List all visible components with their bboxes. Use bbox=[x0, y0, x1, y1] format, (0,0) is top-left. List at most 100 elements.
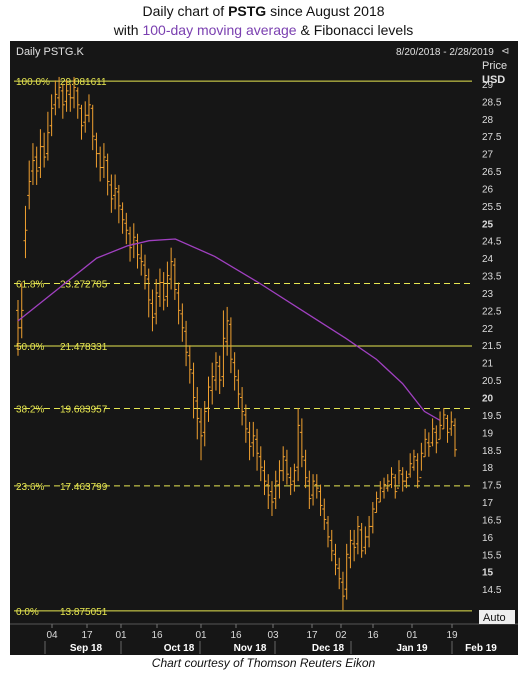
price-bar bbox=[269, 481, 274, 516]
ytick-label: 23.5 bbox=[482, 272, 502, 283]
price-bar bbox=[240, 387, 245, 426]
fib-level-value: 13.875051 bbox=[60, 607, 108, 618]
price-bar bbox=[281, 446, 286, 482]
price-bar bbox=[101, 143, 106, 178]
xtick-month-label: Sep 18 bbox=[70, 643, 103, 654]
ytick-label: 17 bbox=[482, 498, 494, 509]
price-bar bbox=[340, 571, 345, 611]
date-range-label: 8/20/2018 - 2/28/2019 bbox=[396, 47, 494, 58]
ytick-label: 26.5 bbox=[482, 167, 502, 178]
xtick-day-label: 02 bbox=[335, 630, 347, 641]
price-bar bbox=[161, 272, 166, 311]
ytick-label: 14.5 bbox=[482, 585, 502, 596]
yaxis-unit: USD bbox=[482, 74, 505, 86]
chart-title: Daily chart of PSTG since August 2018 wi… bbox=[0, 2, 527, 40]
fib-level-pct: 38.2% bbox=[16, 405, 44, 416]
xtick-day-label: 16 bbox=[367, 630, 379, 641]
price-bar bbox=[49, 94, 54, 137]
fib-level-pct: 50.0% bbox=[16, 342, 44, 353]
fib-level-value: 23.272705 bbox=[60, 279, 108, 290]
price-bar bbox=[396, 460, 401, 489]
fib-level-pct: 100.0% bbox=[16, 77, 50, 88]
fib-level-pct: 23.6% bbox=[16, 482, 44, 493]
chart-panel[interactable]: Daily PSTG.K 8/20/2018 - 2/28/2019 ⊲ Pri… bbox=[10, 41, 518, 655]
price-bar bbox=[378, 481, 383, 503]
price-bar bbox=[408, 453, 413, 478]
moving-average-line bbox=[17, 238, 441, 421]
xtick-day-label: 01 bbox=[406, 630, 418, 641]
yaxis-title: Price bbox=[482, 60, 507, 72]
price-bar bbox=[359, 522, 364, 558]
price-bar bbox=[202, 400, 207, 447]
price-bar bbox=[210, 362, 215, 405]
price-bar bbox=[57, 76, 62, 109]
price-bar bbox=[228, 317, 233, 374]
ytick-label: 18 bbox=[482, 463, 494, 474]
ytick-label: 20 bbox=[482, 394, 494, 405]
price-bar bbox=[98, 146, 103, 182]
xtick-day-label: 17 bbox=[81, 630, 93, 641]
ytick-label: 21 bbox=[482, 359, 494, 370]
fib-level-pct: 61.8% bbox=[16, 279, 44, 290]
ticker-symbol: PSTG bbox=[228, 3, 267, 19]
auto-scale-label[interactable]: Auto bbox=[483, 612, 506, 624]
price-bar bbox=[83, 101, 88, 133]
price-chart-svg[interactable]: Daily PSTG.K 8/20/2018 - 2/28/2019 ⊲ Pri… bbox=[10, 41, 518, 655]
price-bar bbox=[53, 80, 58, 116]
price-bar bbox=[247, 421, 252, 461]
price-bar bbox=[232, 352, 237, 391]
price-bar bbox=[352, 529, 357, 562]
xtick-month-label: Feb 19 bbox=[465, 643, 497, 654]
price-bar bbox=[184, 320, 189, 367]
chart-caption: Chart courtesy of Thomson Reuters Eikon bbox=[151, 656, 376, 670]
price-bar bbox=[146, 268, 151, 318]
price-bar bbox=[30, 143, 35, 185]
price-bar bbox=[90, 104, 95, 151]
price-bar bbox=[393, 474, 398, 499]
ytick-label: 25.5 bbox=[482, 202, 502, 213]
price-bar bbox=[292, 463, 297, 492]
price-bar bbox=[142, 254, 147, 290]
price-bar bbox=[68, 83, 73, 112]
xtick-day-label: 01 bbox=[195, 630, 207, 641]
ytick-label: 28.5 bbox=[482, 97, 502, 108]
price-bar bbox=[288, 467, 293, 496]
fib-level-value: 17.463799 bbox=[60, 482, 108, 493]
price-bar bbox=[355, 515, 360, 555]
price-bar bbox=[16, 299, 20, 356]
fib-level-value: 21.478331 bbox=[60, 342, 108, 353]
price-bar bbox=[113, 174, 118, 210]
moving-average-label: 100-day moving average bbox=[142, 22, 297, 38]
price-bar bbox=[180, 303, 185, 342]
xtick-day-label: 19 bbox=[446, 630, 458, 641]
xtick-month-label: Jan 19 bbox=[396, 643, 428, 654]
price-bar bbox=[105, 153, 110, 196]
price-bar bbox=[307, 470, 312, 510]
price-bar bbox=[318, 484, 323, 516]
auto-scale-button[interactable] bbox=[479, 610, 515, 624]
ytick-label: 27.5 bbox=[482, 132, 502, 143]
price-bar bbox=[382, 477, 387, 499]
ytick-label: 24 bbox=[482, 254, 494, 265]
price-bar bbox=[411, 449, 416, 471]
price-bar bbox=[75, 87, 80, 119]
price-bar bbox=[19, 282, 24, 339]
price-bar bbox=[284, 449, 289, 485]
price-bar bbox=[225, 306, 230, 356]
fib-level-value: 19.683957 bbox=[60, 405, 108, 416]
price-bar bbox=[404, 470, 409, 489]
price-bar bbox=[400, 467, 405, 492]
price-bar bbox=[322, 498, 327, 530]
xtick-day-label: 16 bbox=[151, 630, 163, 641]
ytick-label: 19.5 bbox=[482, 411, 502, 422]
price-bar bbox=[86, 94, 91, 123]
ytick-label: 22 bbox=[482, 324, 494, 335]
panel-menu-icon[interactable]: ⊲ bbox=[501, 46, 509, 57]
price-bar bbox=[251, 421, 256, 457]
price-bar bbox=[165, 261, 170, 307]
price-bar bbox=[423, 428, 428, 458]
price-bar bbox=[195, 387, 200, 440]
price-bar bbox=[135, 233, 140, 269]
price-bar bbox=[296, 407, 301, 482]
fib-level-pct: 0.0% bbox=[16, 607, 39, 618]
